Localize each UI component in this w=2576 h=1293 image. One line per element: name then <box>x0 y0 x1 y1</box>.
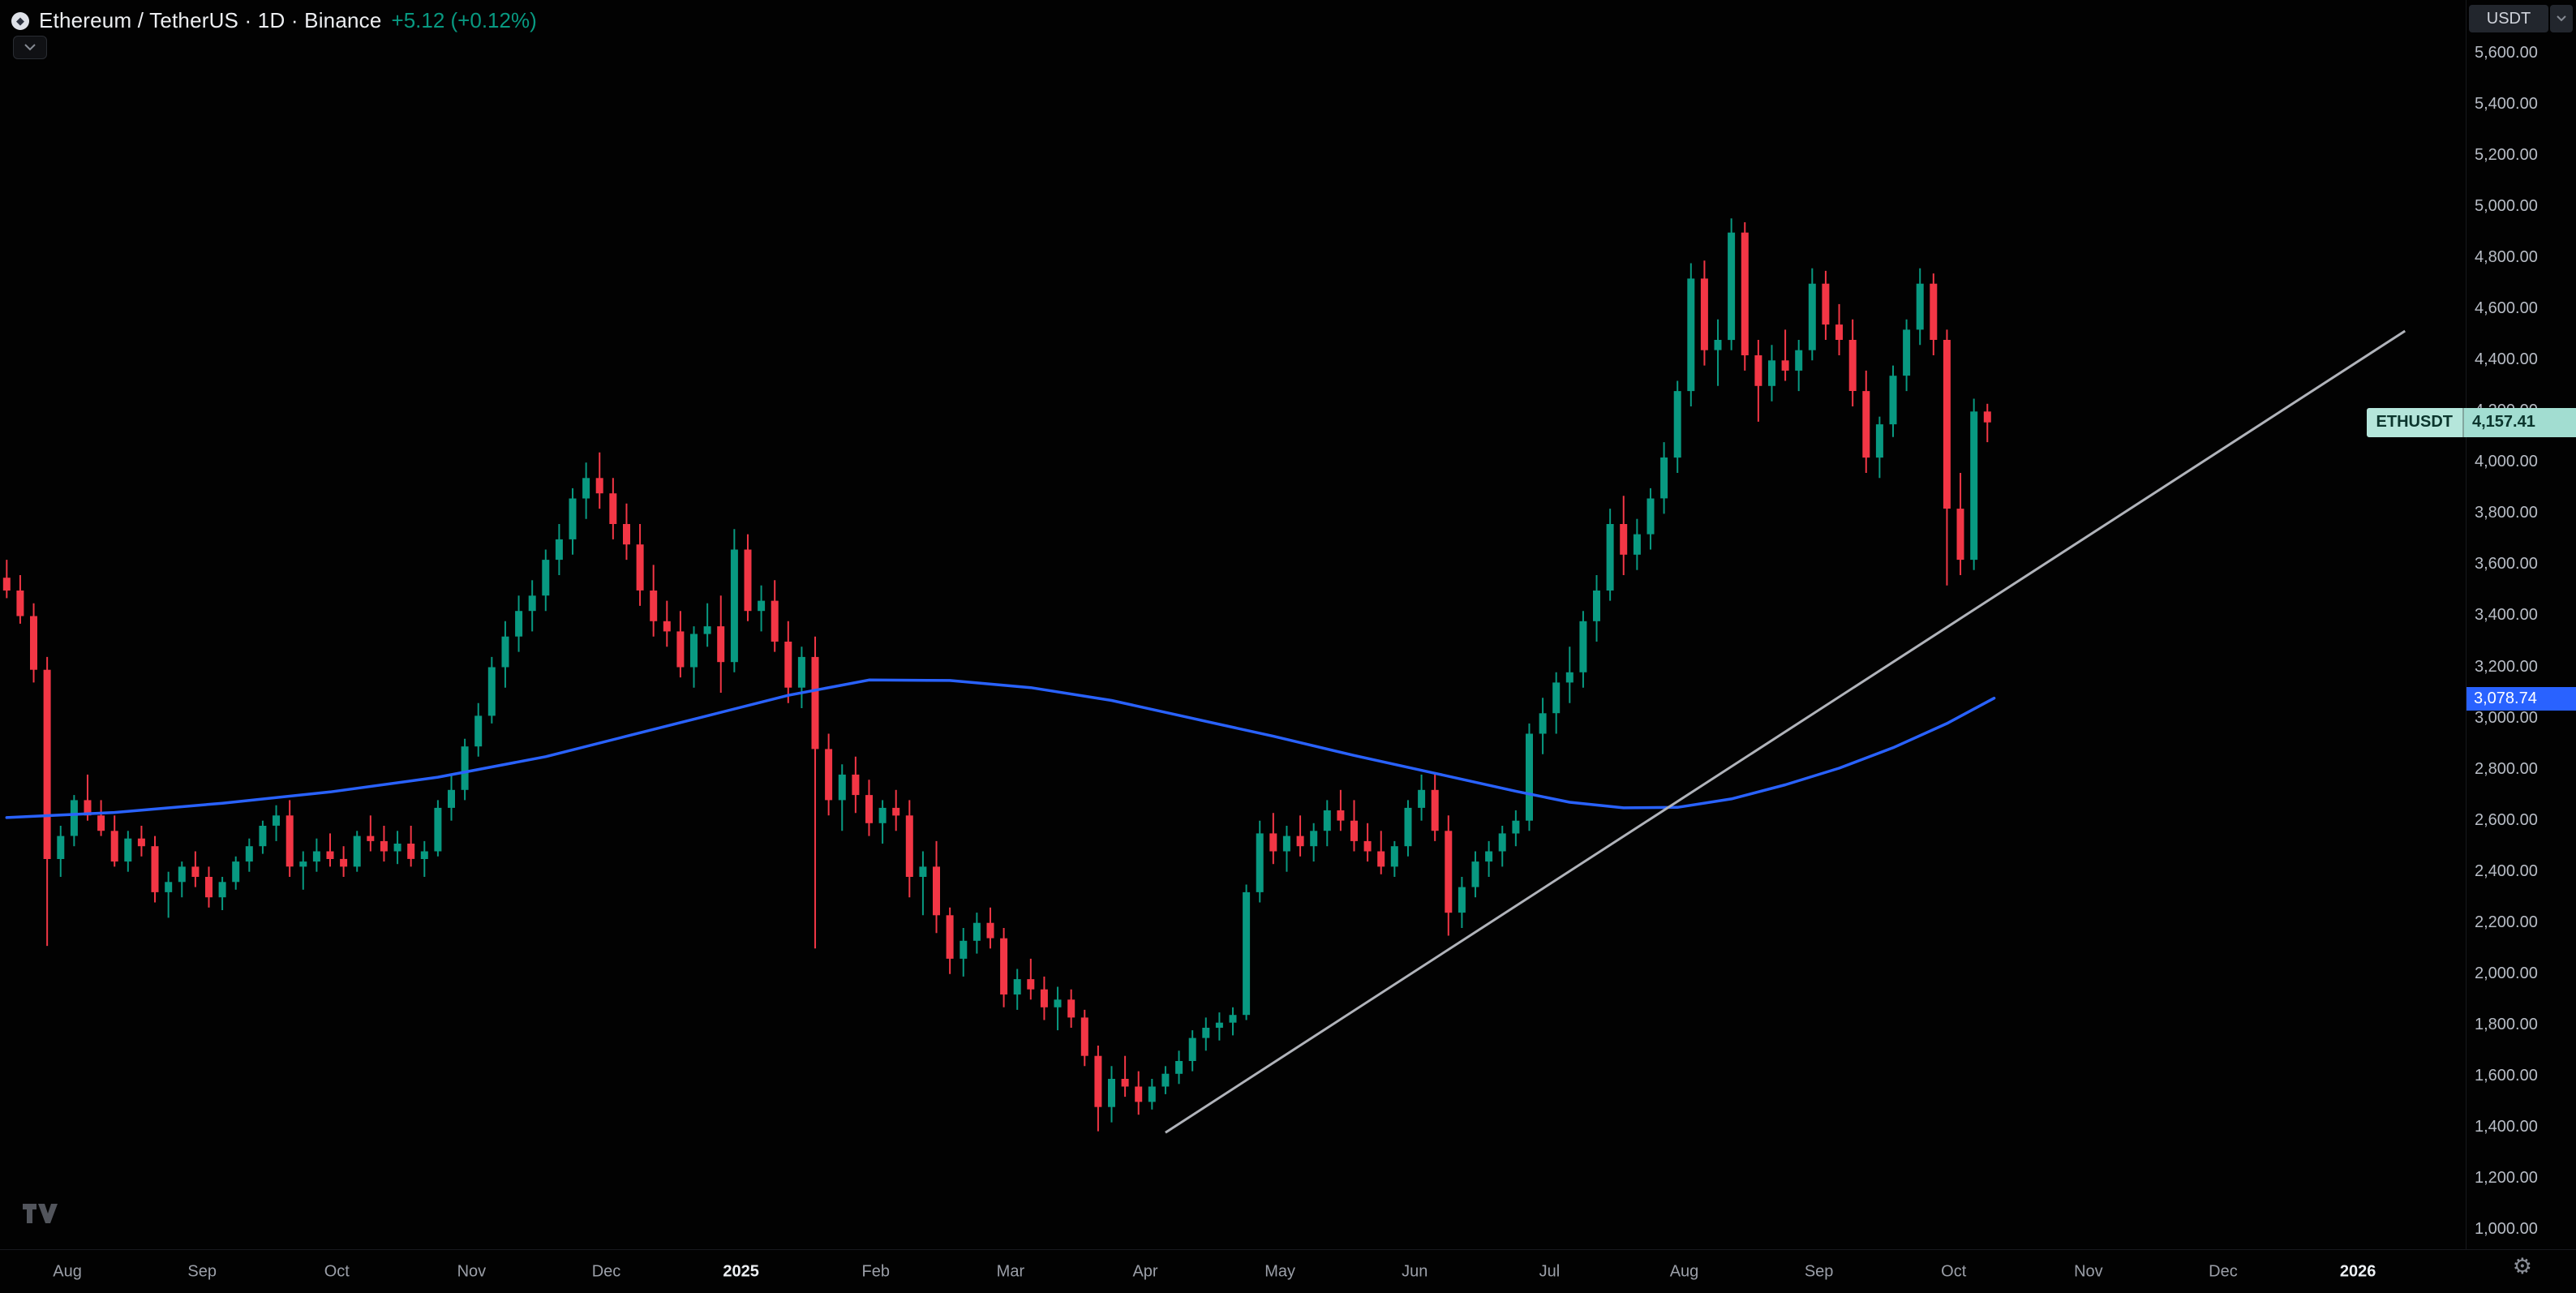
price-tick: 3,000.00 <box>2475 708 2538 727</box>
price-tick: 1,200.00 <box>2475 1168 2538 1187</box>
price-tick: 5,200.00 <box>2475 146 2538 165</box>
price-tick: 5,000.00 <box>2475 197 2538 216</box>
candles-series <box>2 218 1991 1132</box>
time-axis[interactable]: Aug Sep Oct Nov Dec 2025 Feb Mar Apr May Jun Jul Aug… <box>0 1249 2576 1293</box>
time-tick: Nov <box>457 1262 487 1281</box>
chevron-down-icon <box>24 41 36 55</box>
time-tick: Jul <box>1539 1262 1561 1281</box>
price-tick: 2,000.00 <box>2475 964 2538 982</box>
last-price-label: ETHUSDT 4,157.41 <box>2366 407 2576 437</box>
price-tick: 5,400.00 <box>2475 95 2538 114</box>
ma-value-label: 3,078.74 <box>2467 686 2576 711</box>
price-tick: 2,600.00 <box>2475 810 2538 829</box>
price-tick: 2,800.00 <box>2475 759 2538 778</box>
time-tick: Sep <box>1804 1262 1834 1281</box>
ma-line[interactable] <box>5 678 1996 819</box>
time-tick: Aug <box>1669 1262 1699 1281</box>
time-tick: Dec <box>2209 1262 2238 1281</box>
price-tick: 4,600.00 <box>2475 299 2538 318</box>
time-tick: 2025 <box>723 1262 759 1281</box>
legend-expand-button[interactable] <box>13 36 47 59</box>
time-tick: Nov <box>2074 1262 2103 1281</box>
price-tick: 1,400.00 <box>2475 1117 2538 1136</box>
candlestick-chart[interactable] <box>0 0 2466 1249</box>
price-change: +5.12 (+0.12%) <box>391 8 537 32</box>
price-tick: 1,600.00 <box>2475 1066 2538 1085</box>
price-tick: 3,200.00 <box>2475 657 2538 676</box>
price-tick: 2,200.00 <box>2475 913 2538 931</box>
price-tick: 1,800.00 <box>2475 1015 2538 1033</box>
time-tick: Jun <box>1402 1262 1428 1281</box>
price-axis[interactable]: 5,600.00 5,400.00 5,200.00 5,000.00 4,800.00… <box>2466 0 2576 1249</box>
currency-selector[interactable]: USDT <box>2469 5 2573 32</box>
price-tick: 4,400.00 <box>2475 350 2538 369</box>
chart-legend: ◆ Ethereum / TetherUS · 1D · Binance +5.… <box>11 8 537 33</box>
time-tick: Oct <box>1941 1262 1967 1281</box>
trendline-drawing[interactable] <box>1165 329 2406 1134</box>
price-tick: 3,400.00 <box>2475 606 2538 625</box>
time-tick: Aug <box>53 1262 82 1281</box>
chart-title[interactable]: Ethereum / TetherUS · 1D · Binance <box>39 8 382 32</box>
time-tick: Mar <box>996 1262 1025 1281</box>
ethereum-logo-icon: ◆ <box>11 11 29 30</box>
time-tick: 2026 <box>2339 1262 2376 1281</box>
last-price-value: 4,157.41 <box>2464 407 2576 437</box>
price-tick: 4,800.00 <box>2475 248 2538 267</box>
settings-gear-icon[interactable]: ⚙ <box>2512 1254 2532 1278</box>
symbol-badge: ETHUSDT <box>2366 407 2464 437</box>
time-tick: May <box>1264 1262 1296 1281</box>
price-tick: 2,400.00 <box>2475 861 2538 880</box>
price-tick: 1,000.00 <box>2475 1220 2538 1238</box>
price-tick: 3,800.00 <box>2475 504 2538 522</box>
time-tick: Sep <box>187 1262 217 1281</box>
currency-badge[interactable]: USDT <box>2469 5 2548 32</box>
price-tick: 4,000.00 <box>2475 453 2538 471</box>
time-tick: Oct <box>324 1262 350 1281</box>
time-tick: Dec <box>591 1262 621 1281</box>
tradingview-logo[interactable] <box>21 1202 58 1229</box>
time-tick: Apr <box>1132 1262 1158 1281</box>
time-tick: Feb <box>861 1262 891 1281</box>
chevron-down-icon[interactable] <box>2550 5 2573 32</box>
price-tick: 5,600.00 <box>2475 44 2538 62</box>
price-tick: 3,600.00 <box>2475 555 2538 573</box>
